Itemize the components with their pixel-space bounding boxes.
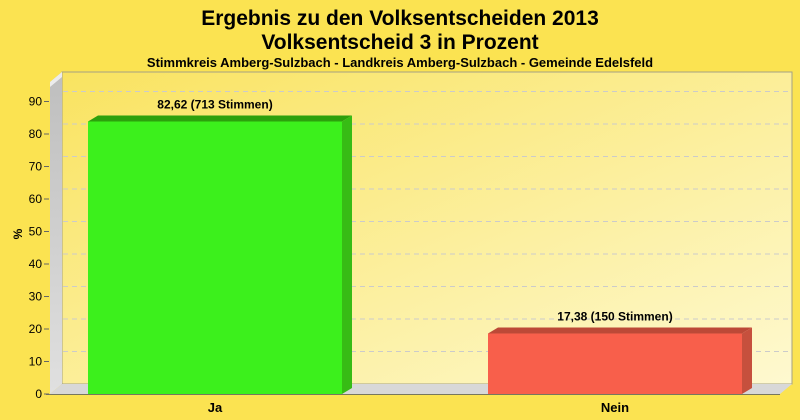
left-wall-bevel xyxy=(50,72,62,87)
bar-nein-top-face xyxy=(488,327,752,334)
left-wall-3d xyxy=(50,72,62,394)
y-tick-label-90: 90 xyxy=(29,95,43,109)
bar-ja-top-face xyxy=(88,115,352,122)
y-tick-label-20: 20 xyxy=(29,322,43,336)
bar-nein-value-label: 17,38 (150 Stimmen) xyxy=(557,310,672,324)
y-axis-title: % xyxy=(11,228,25,239)
x-axis-labels: Ja Nein xyxy=(208,400,629,415)
bar-nein xyxy=(488,333,742,394)
y-tick-label-60: 60 xyxy=(29,192,43,206)
bar-ja xyxy=(88,121,342,395)
chart-region-subtitle: Stimmkreis Amberg-Sulzbach - Landkreis A… xyxy=(146,55,654,70)
y-tick-label-10: 10 xyxy=(29,355,43,369)
bars: 82,62 (713 Stimmen) 17,38 (150 Stimmen) xyxy=(88,97,752,395)
category-label-nein: Nein xyxy=(601,400,629,415)
chart-title: Ergebnis zu den Volksentscheiden 2013 xyxy=(201,7,599,30)
category-label-ja: Ja xyxy=(208,400,223,415)
y-tick-label-70: 70 xyxy=(29,160,43,174)
chart-subtitle: Volksentscheid 3 in Prozent xyxy=(261,31,539,54)
y-tick-label-30: 30 xyxy=(29,290,43,304)
y-axis-ticks: 0 10 20 30 40 50 60 70 80 90 xyxy=(29,95,49,401)
y-tick-label-0: 0 xyxy=(35,387,42,401)
bar-ja-value-label: 82,62 (713 Stimmen) xyxy=(157,97,272,111)
y-tick-label-50: 50 xyxy=(29,225,43,239)
y-tick-label-40: 40 xyxy=(29,257,43,271)
bar-ja-side-face xyxy=(342,115,352,395)
bar-nein-side-face xyxy=(742,327,752,394)
y-tick-label-80: 80 xyxy=(29,127,43,141)
